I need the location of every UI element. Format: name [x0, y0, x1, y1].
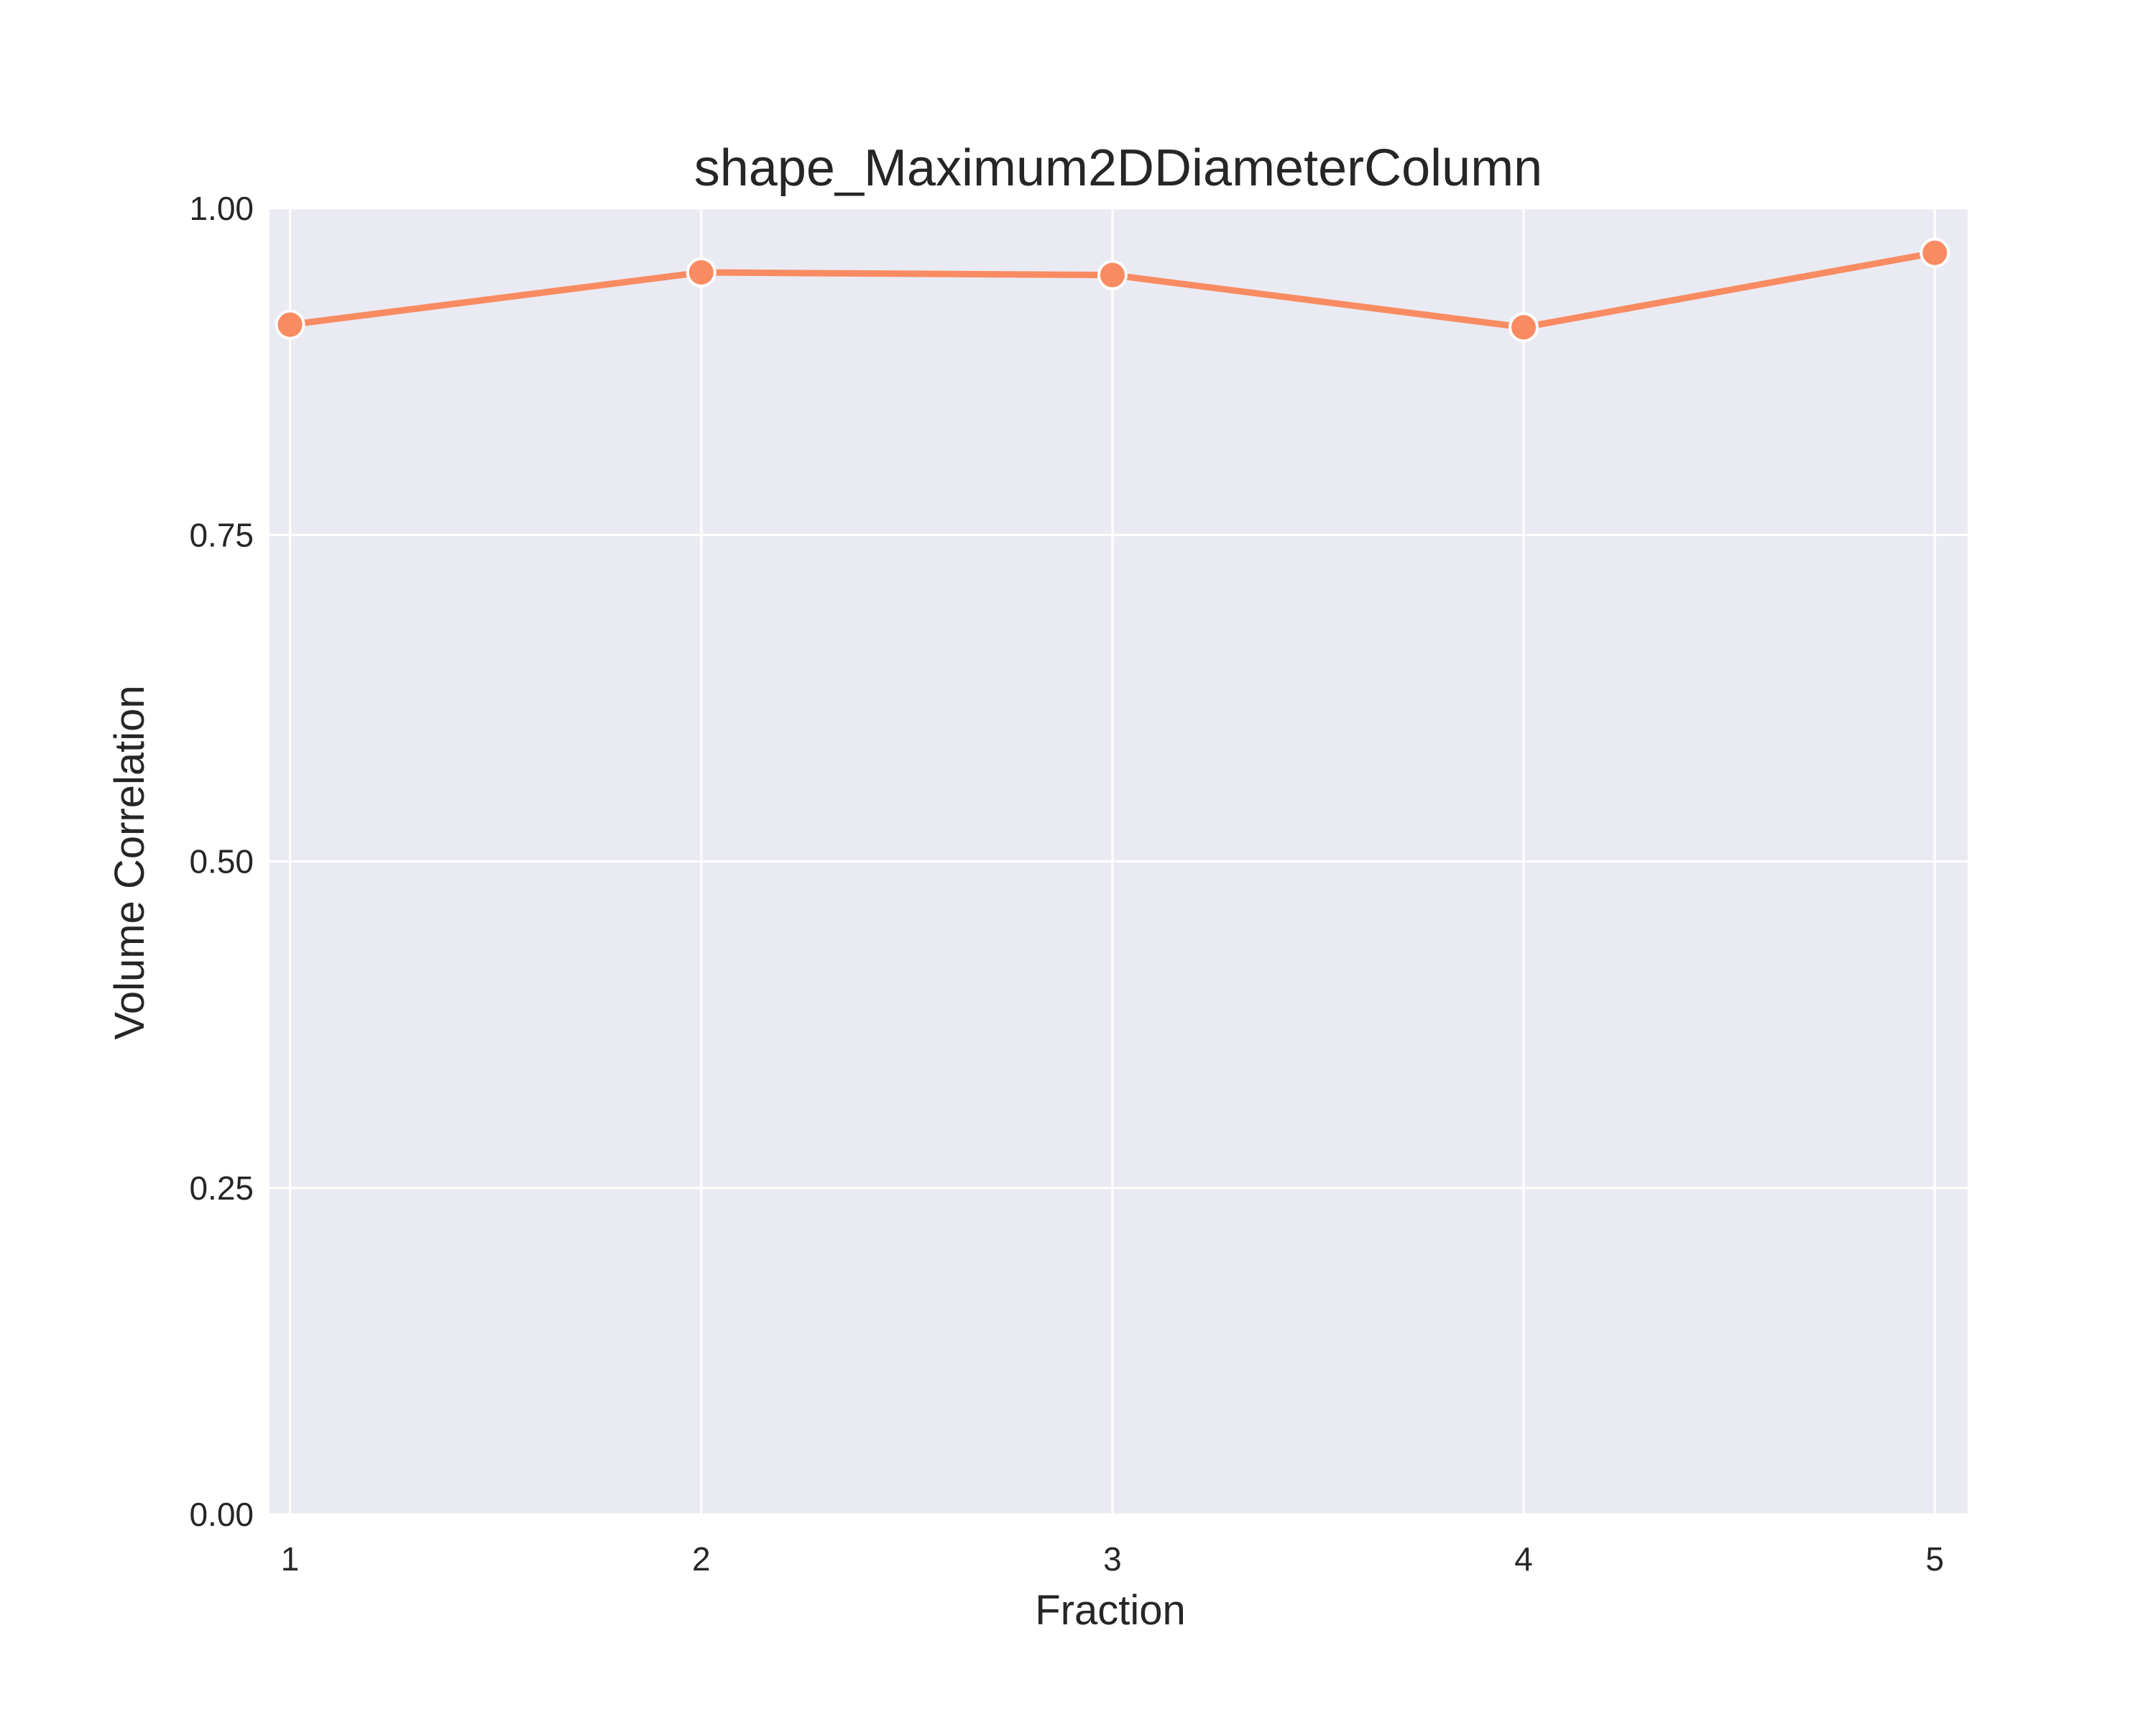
- y-tick-label: 0.25: [189, 1169, 254, 1207]
- data-point: [686, 257, 717, 288]
- y-axis-label: Volume Correlation: [106, 685, 153, 1039]
- tick-labels: 1 2 3 4 5 0.00 0.25 0.50 0.75 1.00: [189, 190, 1944, 1578]
- y-tick-label: 0.75: [189, 516, 254, 553]
- y-tick-label: 0.00: [189, 1496, 254, 1533]
- x-axis-label: Fraction: [1035, 1587, 1186, 1634]
- x-tick-label: 4: [1514, 1540, 1533, 1578]
- y-tick-label: 0.50: [189, 843, 254, 880]
- x-tick-label: 5: [1925, 1540, 1944, 1578]
- data-point: [1920, 237, 1950, 268]
- chart-title: shape_Maximum2DDiameterColumn: [694, 139, 1542, 197]
- series-layer: [275, 237, 1950, 343]
- x-tick-label: 1: [281, 1540, 300, 1578]
- data-point: [1508, 312, 1539, 343]
- x-tick-label: 3: [1103, 1540, 1122, 1578]
- grid-lines: [270, 207, 1968, 1516]
- y-tick-label: 1.00: [189, 190, 254, 227]
- data-point: [275, 309, 305, 340]
- data-point: [1097, 259, 1128, 290]
- x-tick-label: 2: [692, 1540, 711, 1578]
